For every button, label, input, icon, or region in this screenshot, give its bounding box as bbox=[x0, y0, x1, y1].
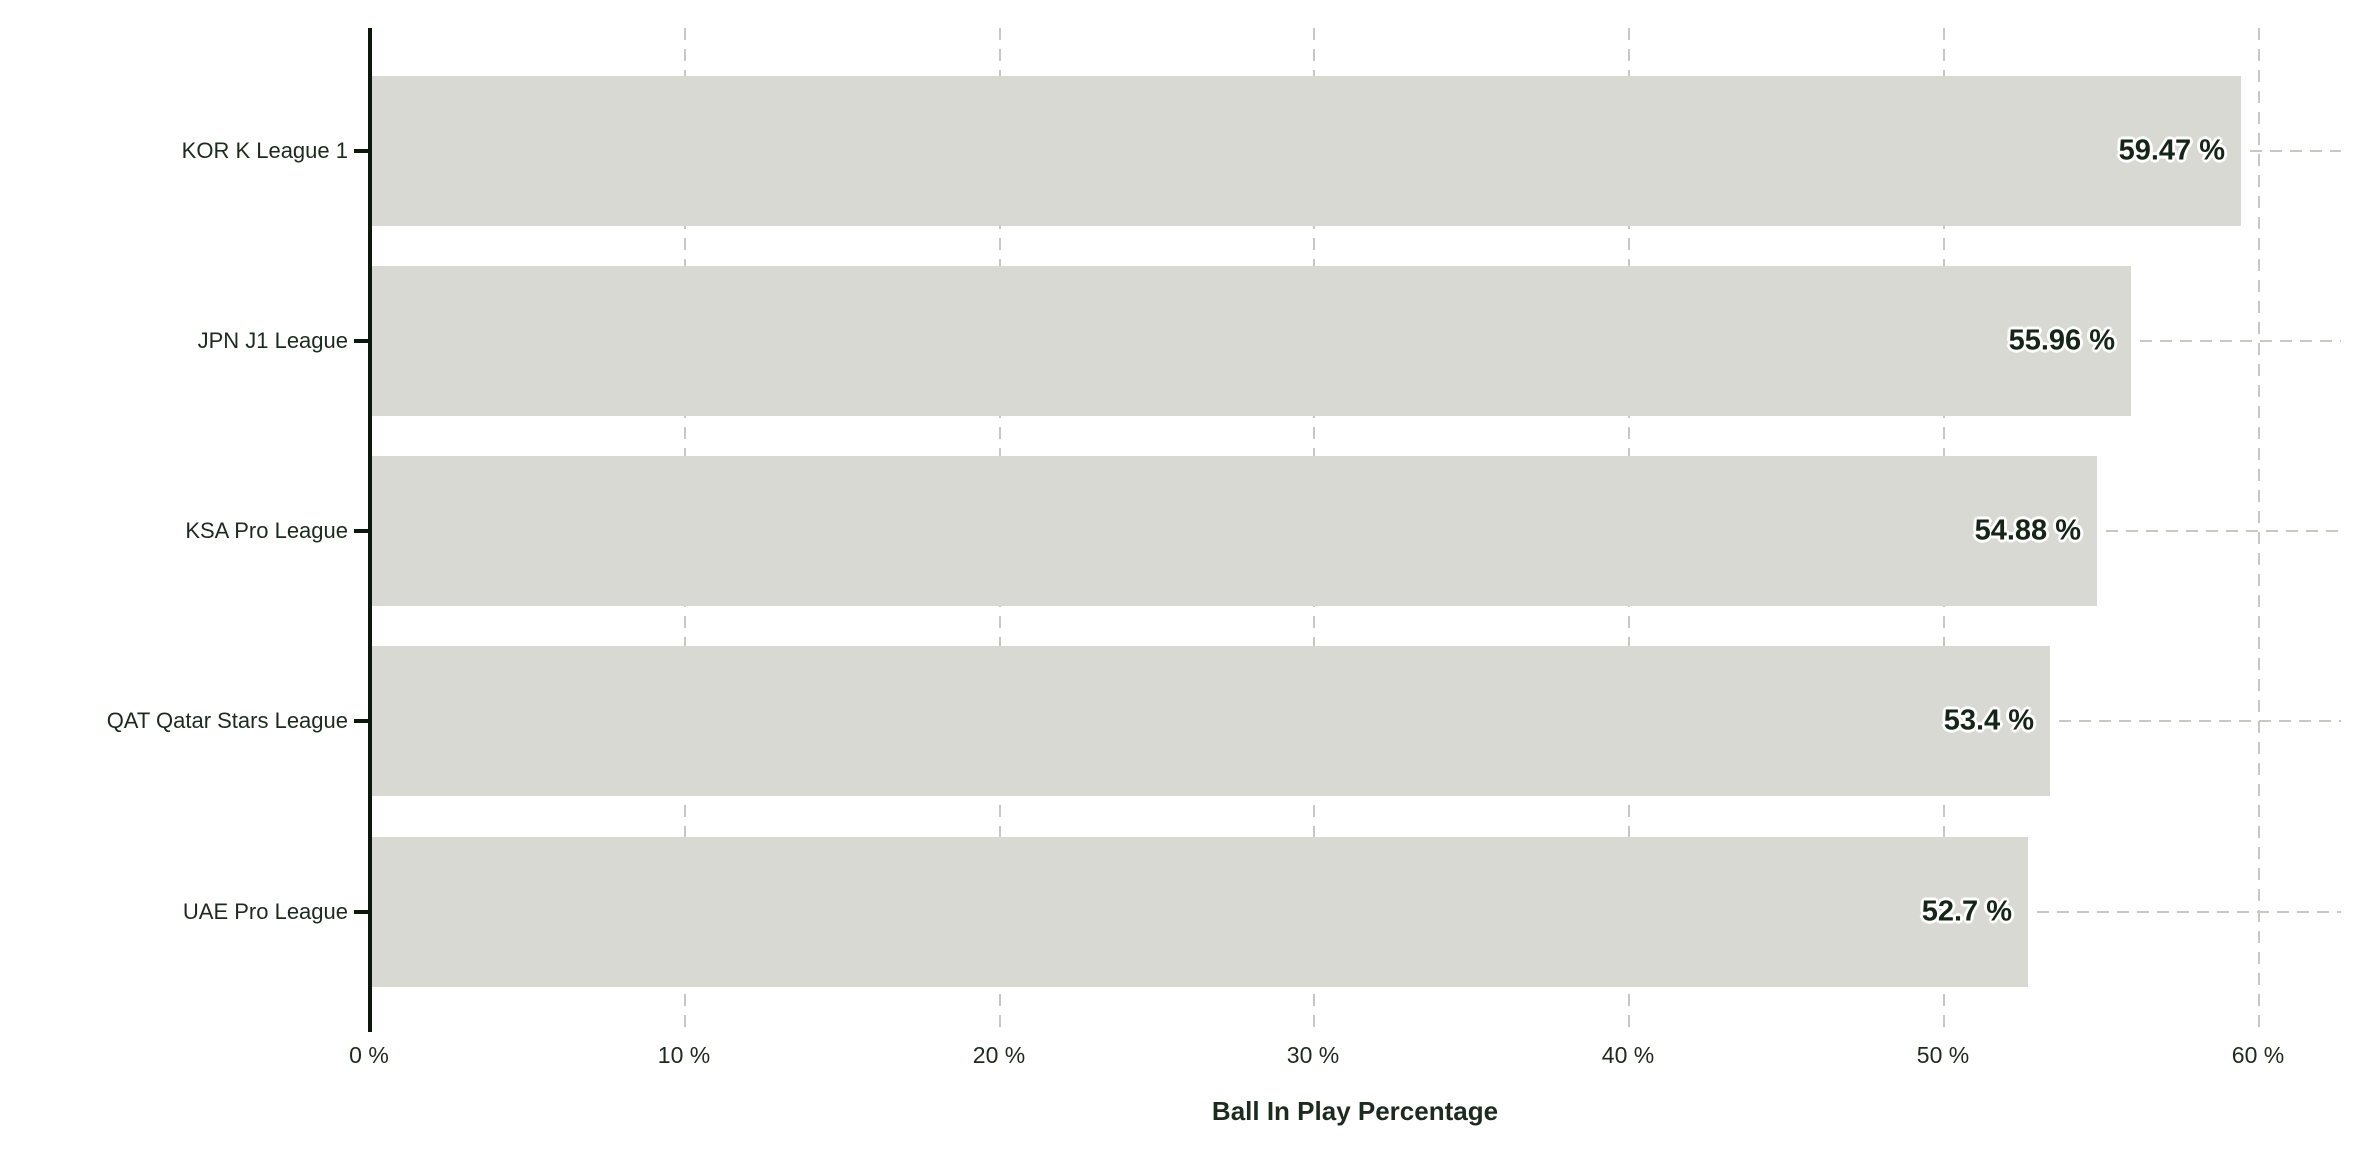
value-label: 59.47 % bbox=[2118, 134, 2225, 167]
category-label: KOR K League 1 bbox=[181, 138, 348, 163]
category-label: UAE Pro League bbox=[182, 899, 348, 924]
x-tick-label-40: 40 % bbox=[1601, 1042, 1655, 1068]
x-gridline-60 bbox=[2258, 28, 2260, 1028]
category-label: JPN J1 League bbox=[197, 328, 348, 353]
value-label: 55.96 % bbox=[2008, 324, 2115, 357]
x-tick-label-30: 30 % bbox=[1286, 1042, 1340, 1068]
y-axis-tick bbox=[354, 149, 368, 153]
bar-ksa-pro-league bbox=[372, 456, 2097, 606]
y-axis-tick bbox=[354, 910, 368, 914]
y-axis-tick bbox=[354, 529, 368, 533]
x-tick-label-50: 50 % bbox=[1916, 1042, 1970, 1068]
leader-line bbox=[2037, 911, 2341, 913]
x-tick-label-20: 20 % bbox=[972, 1042, 1026, 1068]
value-label: 52.7 % bbox=[1921, 895, 2012, 928]
value-label: 53.4 % bbox=[1943, 704, 2034, 737]
value-label: 54.88 % bbox=[1974, 514, 2081, 547]
leader-line bbox=[2106, 530, 2341, 532]
bar-kor-k-league-1 bbox=[372, 76, 2241, 226]
bar-uae-pro-league bbox=[372, 837, 2028, 987]
category-label: QAT Qatar Stars League bbox=[106, 708, 348, 733]
y-axis-tick bbox=[354, 719, 368, 723]
category-label: KSA Pro League bbox=[185, 518, 348, 543]
leader-line bbox=[2140, 340, 2341, 342]
bar-qat-qatar-stars-league bbox=[372, 646, 2050, 796]
x-tick-label-60: 60 % bbox=[2231, 1042, 2285, 1068]
x-axis-title: Ball In Play Percentage bbox=[1211, 1096, 1499, 1126]
leader-line bbox=[2059, 720, 2341, 722]
bar-jpn-j1-league bbox=[372, 266, 2131, 416]
leader-line bbox=[2250, 150, 2341, 152]
x-tick-label-10: 10 % bbox=[657, 1042, 711, 1068]
x-tick-label-0: 0 % bbox=[349, 1042, 389, 1068]
y-axis-line bbox=[368, 28, 372, 1032]
y-axis-tick bbox=[354, 339, 368, 343]
